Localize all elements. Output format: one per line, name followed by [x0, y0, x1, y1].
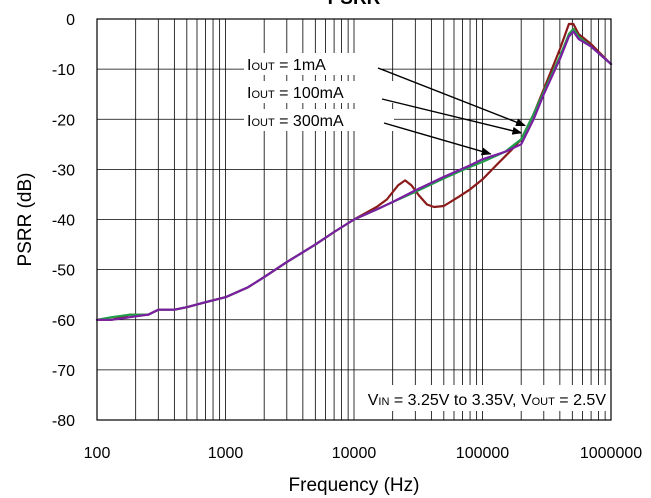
annotation-background	[390, 385, 608, 411]
y-tick-label: -30	[52, 162, 75, 179]
legend-arrow-1	[377, 67, 526, 127]
x-tick-label: 1000000	[580, 445, 642, 462]
y-tick-label: -50	[52, 263, 75, 280]
legend-arrow-3	[383, 122, 492, 156]
conditions-annotation: VIN = 3.25V to 3.35V, VOUT = 2.5V	[368, 385, 608, 411]
x-tick-label: 1000	[208, 445, 244, 462]
annotation-text: VIN = 3.25V to 3.35V, VOUT = 2.5V	[368, 392, 607, 409]
x-axis-title: Frequency (Hz)	[289, 475, 420, 496]
legend-label-background	[244, 109, 394, 131]
plot-frame	[96, 18, 612, 421]
y-tick-label: -40	[52, 213, 75, 230]
y-tick-labels: 0 -10 -20 -30 -40 -50 -60 -70 -80	[52, 12, 75, 430]
chart-title: PSRR	[328, 0, 381, 9]
x-tick-labels: 100 1000 10000 100000 1000000	[84, 445, 643, 462]
y-tick-label: 0	[66, 12, 75, 29]
legend-label-2: IOUT = 100mA	[247, 85, 344, 102]
legend-label-3: IOUT = 300mA	[247, 113, 344, 130]
y-tick-label: -80	[52, 413, 75, 430]
y-tick-label: -10	[52, 62, 75, 79]
legend-label-background	[244, 81, 394, 103]
y-tick-label: -20	[52, 112, 75, 129]
y-tick-label: -70	[52, 363, 75, 380]
x-tick-label: 100000	[456, 445, 509, 462]
y-tick-label: -60	[52, 313, 75, 330]
series-line-3	[95, 30, 613, 321]
x-tick-label: 10000	[332, 445, 377, 462]
legend-label-1: IOUT = 1mA	[247, 57, 326, 74]
series-layer	[95, 22, 613, 321]
legend: IOUT = 1mA IOUT = 100mA IOUT = 300mA	[244, 53, 394, 131]
legend-arrow-2	[381, 98, 523, 135]
legend-label-background	[244, 53, 380, 75]
y-axis-title: PSRR (dB)	[15, 173, 36, 267]
legend-arrows	[377, 67, 526, 156]
x-tick-label: 100	[84, 445, 111, 462]
